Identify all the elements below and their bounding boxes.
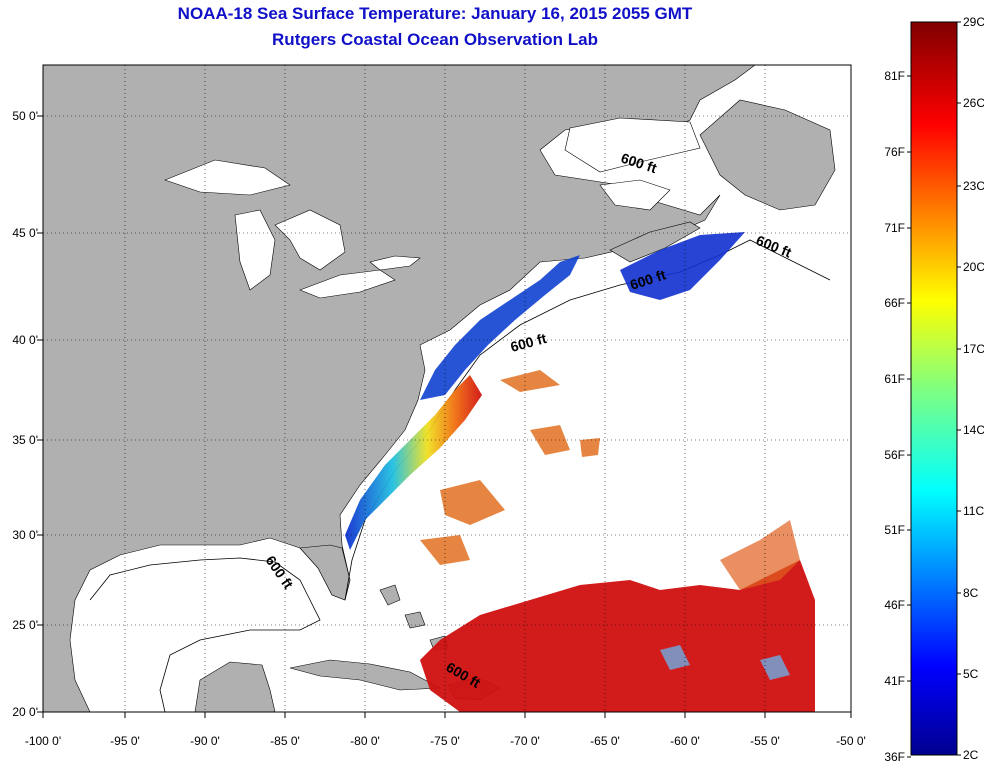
lat-tick-label: 45 0' (12, 226, 38, 240)
lon-tick-label: -100 0' (25, 734, 61, 748)
graticule (43, 65, 851, 712)
lon-tick-label: -70 0' (510, 734, 540, 748)
cold-coastal-band (420, 255, 580, 400)
colorbar-celsius-label: 14C (963, 423, 984, 437)
colorbar-celsius-label: 8C (963, 586, 979, 600)
colorbar-celsius-label: 2C (963, 748, 979, 762)
map-subtitle: Rutgers Coastal Ocean Observation Lab (272, 30, 598, 49)
colorbar-fahrenheit-label: 41F (884, 674, 905, 688)
lat-tick-label: 50 0' (12, 109, 38, 123)
colorbar (910, 21, 958, 756)
colorbar-fahrenheit-label: 71F (884, 221, 905, 235)
colorbar-celsius-label: 29C (963, 15, 984, 29)
lat-tick-label: 30 0' (12, 528, 38, 542)
colorbar-fahrenheit-label: 81F (884, 69, 905, 83)
lat-tick-label: 25 0' (12, 618, 38, 632)
lon-tick-label: -95 0' (110, 734, 140, 748)
lon-tick-label: -85 0' (270, 734, 300, 748)
lon-tick-label: -50 0' (836, 734, 866, 748)
warm-patches (420, 370, 600, 565)
gulf-of-maine-cold (620, 232, 745, 300)
colorbar-fahrenheit-label: 76F (884, 145, 905, 159)
longitude-axis: -100 0' -95 0' -90 0' -85 0' -80 0' -75 0' -70… (25, 712, 866, 748)
lat-tick-label: 20 0' (12, 705, 38, 719)
colorbar-celsius-label: 5C (963, 667, 979, 681)
southern-cool-spots (660, 645, 790, 680)
southern-warm-field (420, 560, 815, 712)
colorbar-celsius-label: 20C (963, 260, 984, 274)
colorbar-ticks: 29C 26C 23C 20C 17C 14C 11C 8C 5C 2C 81F 76F 71F 66F 6… (884, 15, 984, 764)
colorbar-celsius-label: 11C (963, 504, 984, 518)
lon-tick-label: -90 0' (190, 734, 220, 748)
great-lakes (164, 159, 421, 299)
land-nova-scotia (609, 221, 701, 263)
gulf-600ft-contour (89, 557, 321, 712)
colorbar-celsius-label: 26C (963, 96, 984, 110)
latitude-axis: 50 0' 45 0' 40 0' 35 0' 30 0' 25 0' 20 0' (12, 109, 43, 719)
colorbar-fahrenheit-label: 61F (884, 372, 905, 386)
gulf-stream-band (345, 375, 482, 550)
lon-tick-label: -65 0' (590, 734, 620, 748)
land-yucatan (194, 661, 276, 712)
hudson-bay-area (564, 117, 701, 211)
southern-mixed-field (720, 520, 800, 590)
lat-tick-label: 40 0' (12, 333, 38, 347)
lon-tick-label: -80 0' (350, 734, 380, 748)
colorbar-fahrenheit-label: 56F (884, 448, 905, 462)
colorbar-fahrenheit-label: 51F (884, 523, 905, 537)
lon-tick-label: -75 0' (430, 734, 460, 748)
colorbar-fahrenheit-label: 66F (884, 296, 905, 310)
colorbar-celsius-label: 23C (963, 179, 984, 193)
map-title: NOAA-18 Sea Surface Temperature: January… (177, 4, 693, 23)
lon-tick-label: -60 0' (670, 734, 700, 748)
land-newfoundland (699, 99, 836, 211)
lon-tick-label: -55 0' (750, 734, 780, 748)
colorbar-celsius-label: 17C (963, 342, 984, 356)
land-north-america (43, 65, 756, 712)
colorbar-fahrenheit-label: 36F (884, 750, 905, 764)
lat-tick-label: 35 0' (12, 433, 38, 447)
colorbar-fahrenheit-label: 46F (884, 598, 905, 612)
land-florida (299, 544, 351, 601)
